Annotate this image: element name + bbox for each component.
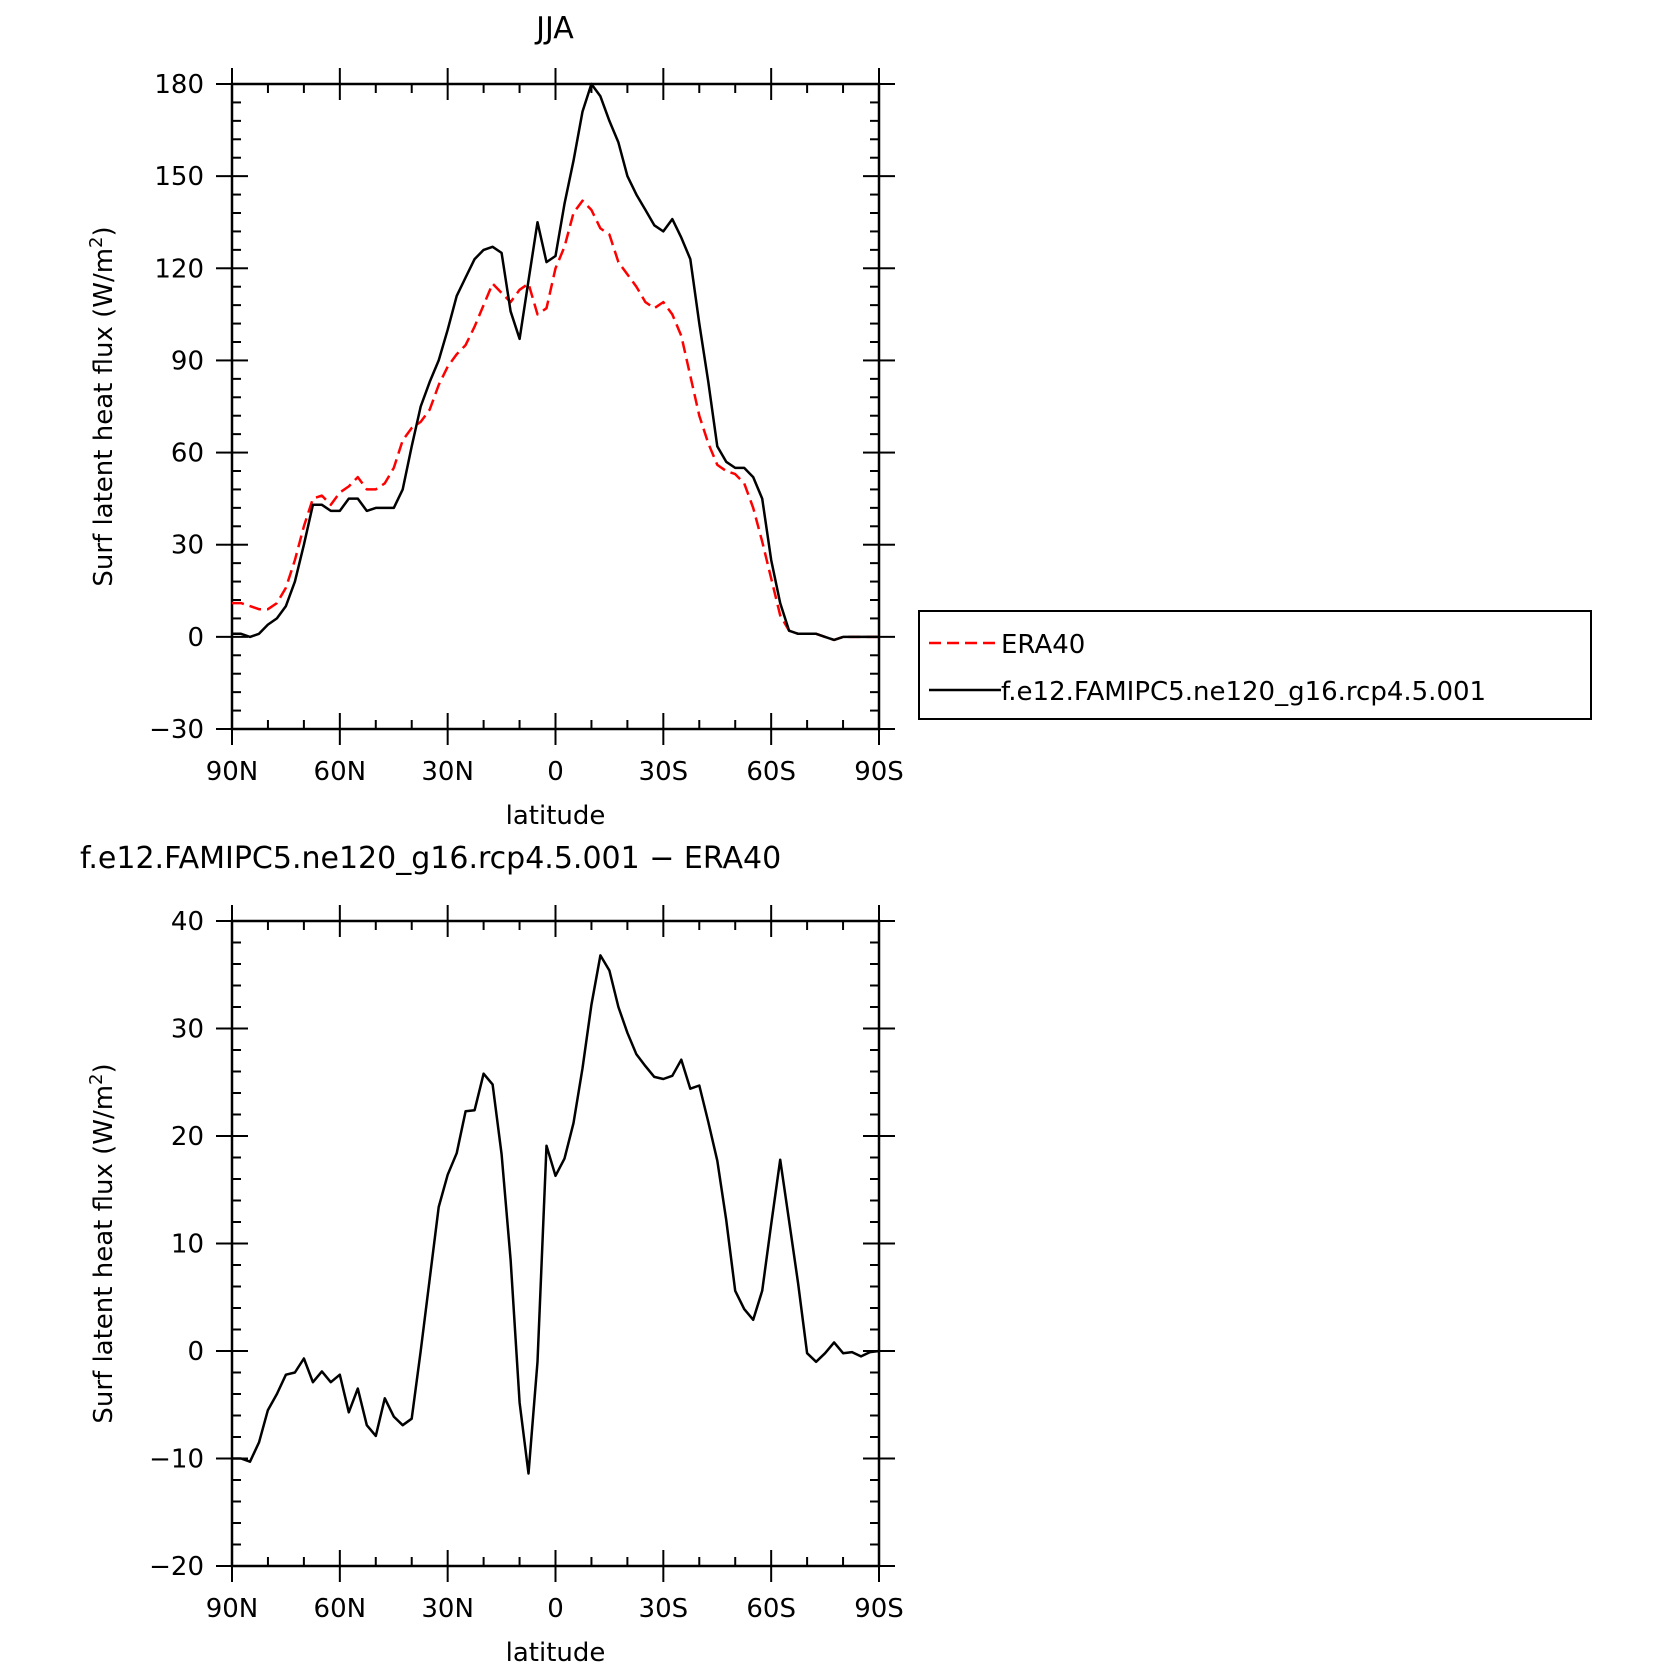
- y-tick-label: −10: [149, 1445, 204, 1475]
- x-tick-label: 90N: [206, 757, 259, 787]
- y-tick-label: 30: [171, 531, 204, 561]
- bottom-chart-panel: f.e12.FAMIPC5.ne120_g16.rcp4.5.001 − ERA…: [80, 841, 904, 1668]
- y-tick-label: 20: [171, 1122, 204, 1152]
- difference-series-line: [232, 954, 880, 1475]
- y-tick-label: 120: [154, 254, 204, 284]
- y-tick-label: 90: [171, 346, 204, 376]
- x-tick-label: 30S: [639, 1594, 689, 1624]
- y-tick-label: −20: [149, 1552, 204, 1582]
- x-axis-label: latitude: [506, 1638, 606, 1668]
- y-tick-label: −30: [149, 715, 204, 745]
- bottom-plot-frame: [230, 919, 881, 1568]
- x-tick-label: 60N: [314, 757, 367, 787]
- top-ticks: [216, 68, 895, 745]
- x-axis-label: latitude: [506, 801, 606, 831]
- model-series-line: [232, 82, 879, 642]
- x-tick-label: 0: [547, 757, 564, 787]
- y-tick-label: 0: [187, 623, 204, 653]
- bottom-ticks: [216, 905, 895, 1582]
- x-tick-label: 30S: [639, 757, 689, 787]
- y-tick-label: 10: [171, 1230, 204, 1260]
- x-tick-label: 60S: [746, 1594, 796, 1624]
- y-tick-label: 0: [187, 1337, 204, 1367]
- legend: ERA40 f.e12.FAMIPC5.ne120_g16.rcp4.5.001: [918, 610, 1592, 720]
- y-axis-label: Surf latent heat flux (W/m2): [86, 226, 119, 586]
- y-axis-label: Surf latent heat flux (W/m2): [86, 1063, 119, 1423]
- x-tick-label: 30N: [421, 757, 474, 787]
- legend-box: [918, 610, 1592, 720]
- top-plot-frame: [230, 82, 881, 731]
- x-tick-label: 0: [547, 1594, 564, 1624]
- legend-label: f.e12.FAMIPC5.ne120_g16.rcp4.5.001: [1001, 677, 1486, 707]
- x-tick-label: 60N: [314, 1594, 367, 1624]
- bottom-chart-title: f.e12.FAMIPC5.ne120_g16.rcp4.5.001 − ERA…: [80, 841, 781, 876]
- top-chart-title: JJA: [534, 11, 574, 46]
- x-tick-label: 60S: [746, 757, 796, 787]
- y-tick-label: 40: [171, 907, 204, 937]
- top-chart-panel: JJA −30 0 30 60 90 120 150 180 90N 60N 30N 0 30S 60S 90…: [86, 11, 1592, 831]
- era40-series-line: [232, 199, 879, 642]
- x-tick-label: 90S: [854, 757, 904, 787]
- y-tick-label: 60: [171, 439, 204, 469]
- y-tick-label: 180: [154, 70, 204, 100]
- y-tick-label: 30: [171, 1015, 204, 1045]
- legend-label: ERA40: [1001, 630, 1085, 660]
- x-tick-label: 90S: [854, 1594, 904, 1624]
- x-tick-label: 30N: [421, 1594, 474, 1624]
- y-tick-label: 150: [154, 162, 204, 192]
- x-tick-label: 90N: [206, 1594, 259, 1624]
